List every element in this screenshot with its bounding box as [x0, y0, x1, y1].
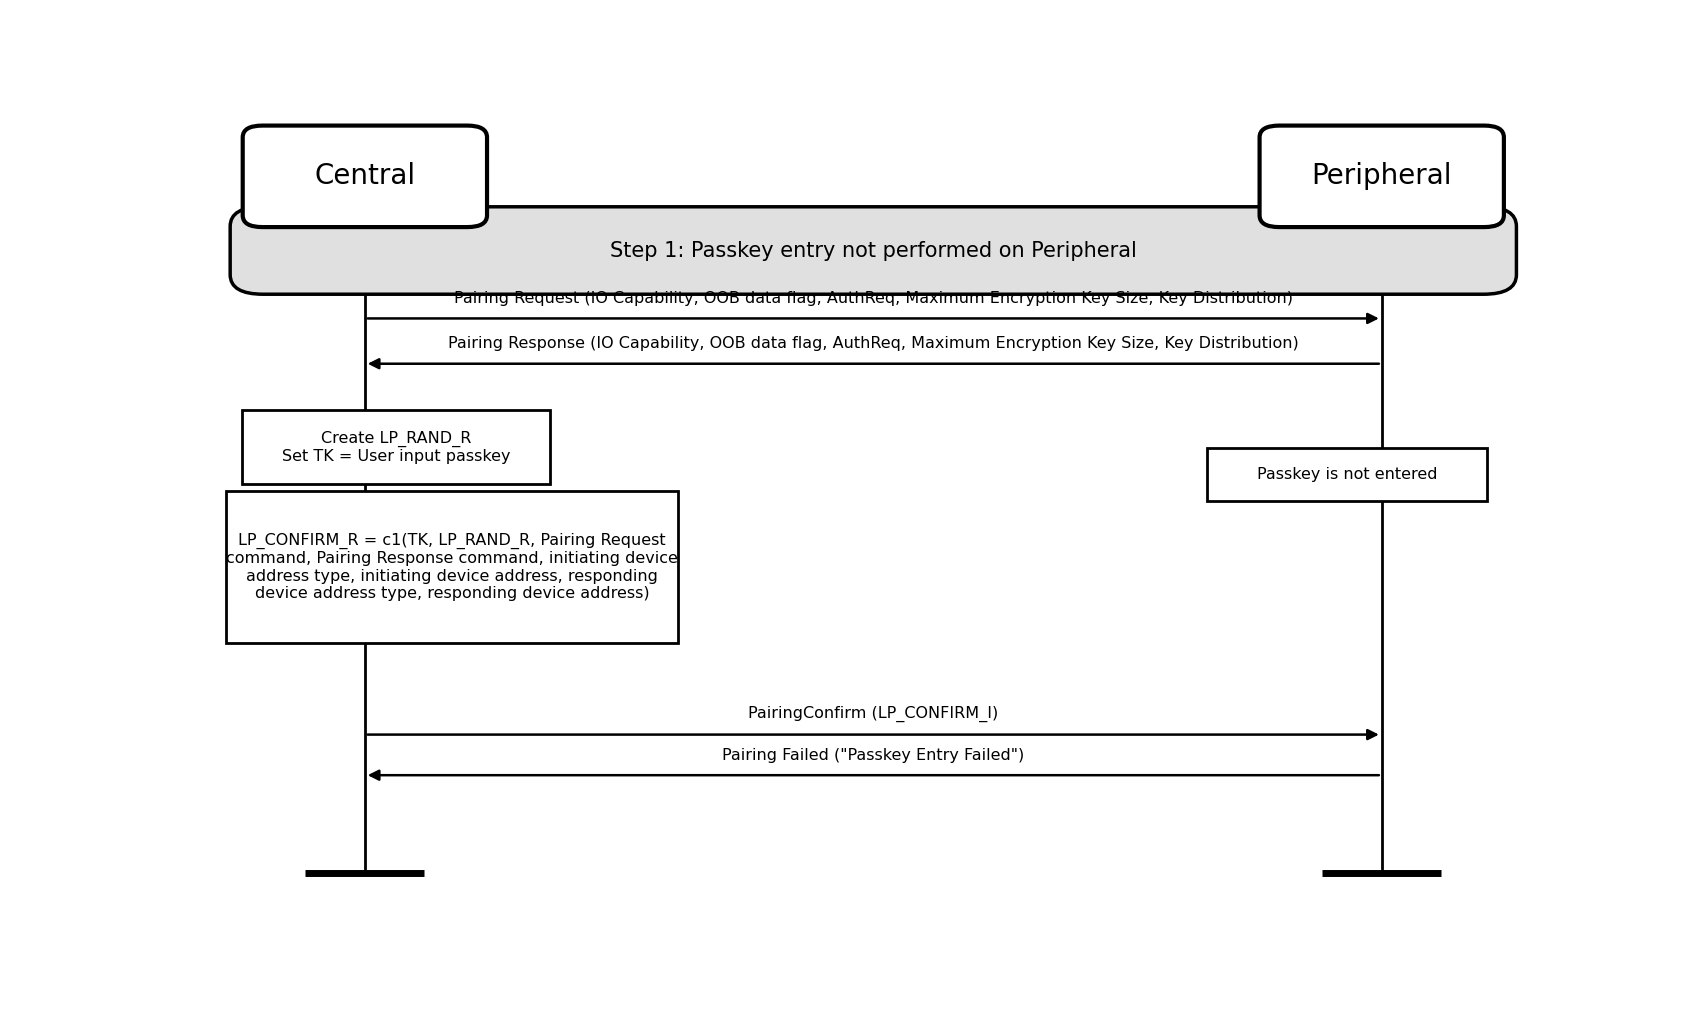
Text: Pairing Request (IO Capability, OOB data flag, AuthReq, Maximum Encryption Key S: Pairing Request (IO Capability, OOB data… — [453, 291, 1293, 306]
FancyBboxPatch shape — [1208, 448, 1488, 501]
Text: PairingConfirm (LP_CONFIRM_I): PairingConfirm (LP_CONFIRM_I) — [748, 706, 999, 722]
Text: Step 1: Passkey entry not performed on Peripheral: Step 1: Passkey entry not performed on P… — [610, 240, 1137, 261]
Text: Pairing Failed ("Passkey Entry Failed"): Pairing Failed ("Passkey Entry Failed") — [722, 747, 1024, 763]
FancyBboxPatch shape — [242, 411, 550, 485]
Text: Passkey is not entered: Passkey is not entered — [1258, 467, 1438, 482]
FancyBboxPatch shape — [242, 126, 487, 227]
Text: Peripheral: Peripheral — [1312, 162, 1452, 191]
Text: Create LP_RAND_R
Set TK = User input passkey: Create LP_RAND_R Set TK = User input pas… — [281, 431, 509, 464]
FancyBboxPatch shape — [230, 207, 1517, 294]
Text: Central: Central — [314, 162, 416, 191]
Text: LP_CONFIRM_R = c1(TK, LP_RAND_R, Pairing Request
command, Pairing Response comma: LP_CONFIRM_R = c1(TK, LP_RAND_R, Pairing… — [227, 532, 678, 601]
Text: Pairing Response (IO Capability, OOB data flag, AuthReq, Maximum Encryption Key : Pairing Response (IO Capability, OOB dat… — [448, 337, 1298, 351]
FancyBboxPatch shape — [227, 491, 678, 643]
FancyBboxPatch shape — [1259, 126, 1505, 227]
